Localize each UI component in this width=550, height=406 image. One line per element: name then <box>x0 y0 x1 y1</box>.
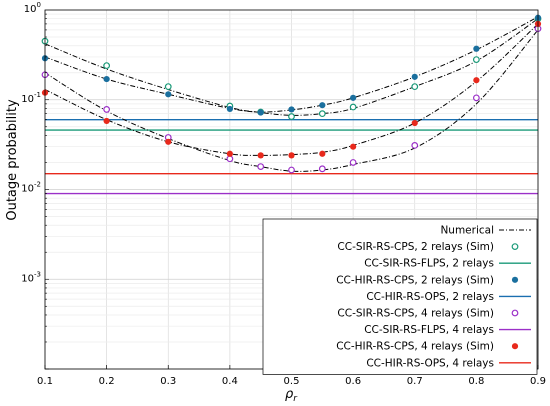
data-point <box>288 166 295 174</box>
legend-label: CC-HIR-RS-OPS, 2 relays <box>366 291 494 303</box>
legend-entry: CC-SIR-RS-CPS, 4 relays (Sim) <box>337 308 519 320</box>
y-tick-exponent: -2 <box>34 181 41 189</box>
y-tick-base: 10 <box>24 4 37 15</box>
data-point <box>349 103 357 111</box>
data-point <box>257 163 265 170</box>
data-point <box>411 119 418 127</box>
legend-label: Numerical <box>440 225 494 237</box>
data-point <box>226 105 233 113</box>
legend-entry: CC-HIR-RS-CPS, 2 relays (Sim) <box>336 274 519 286</box>
data-point <box>473 45 480 52</box>
legend-entry: CC-HIR-RS-OPS, 2 relays <box>366 291 531 303</box>
x-tick-label: 0.1 <box>37 376 53 387</box>
x-tick-label: 0.5 <box>284 376 300 387</box>
x-tick-label: 0.2 <box>99 376 115 387</box>
data-point <box>350 143 357 150</box>
y-tick-base: 10 <box>21 184 34 195</box>
numerical-curve-3 <box>44 23 539 156</box>
x-tick-label: 0.3 <box>160 376 176 387</box>
y-tick-label: 10-2 <box>21 181 41 195</box>
legend-label: CC-SIR-RS-FLPS, 2 relays <box>364 258 494 270</box>
x-tick-label: 0.4 <box>222 376 238 387</box>
data-point <box>288 152 295 159</box>
legend-label: CC-HIR-RS-OPS, 4 relays <box>366 357 494 369</box>
legend-entry: CC-HIR-RS-OPS, 4 relays <box>366 357 531 369</box>
legend-swatch-marker <box>511 343 519 350</box>
data-point <box>318 165 326 173</box>
data-point <box>319 102 326 109</box>
legend-swatch-marker <box>511 309 519 317</box>
data-point <box>165 91 172 98</box>
data-point <box>165 138 172 145</box>
legend-swatch-marker <box>511 243 519 251</box>
legend: Numerical CC-SIR-RS-CPS, 2 relays (Sim) CC… <box>262 218 538 375</box>
data-point <box>103 117 110 125</box>
markers-cc-hir-rs-cps-4-relays-sim- <box>41 20 542 159</box>
legend-box <box>262 218 538 375</box>
data-point <box>318 110 326 118</box>
data-point <box>411 73 418 80</box>
x-tick-label: 0.7 <box>407 376 423 387</box>
y-tick-exponent: 0 <box>37 1 41 9</box>
y-axis-label: Outage probability <box>5 99 20 221</box>
legend-entry: CC-SIR-RS-CPS, 2 relays (Sim) <box>337 241 519 253</box>
data-point <box>288 113 295 120</box>
data-point <box>103 106 111 113</box>
legend-label: CC-SIR-RS-CPS, 4 relays (Sim) <box>337 308 494 320</box>
plot-area <box>41 14 542 195</box>
data-point <box>472 94 480 102</box>
data-point <box>257 109 264 116</box>
legend-swatch-marker <box>511 276 519 283</box>
data-point <box>103 75 110 83</box>
x-axis-label: ρr <box>285 387 298 404</box>
data-point <box>226 150 233 157</box>
y-tick-exponent: -1 <box>34 91 41 99</box>
data-point <box>472 56 480 64</box>
numerical-curve-4 <box>44 29 539 172</box>
data-point <box>164 83 172 91</box>
data-point <box>350 94 357 101</box>
y-tick-base: 10 <box>21 94 34 105</box>
data-point <box>349 159 357 166</box>
legend-entry: Numerical <box>440 225 531 237</box>
x-tick-label: 0.8 <box>468 376 484 387</box>
data-point <box>473 77 480 84</box>
y-tick-label: 10-1 <box>21 91 41 105</box>
legend-label: CC-SIR-RS-FLPS, 4 relays <box>364 324 494 336</box>
legend-entry: CC-SIR-RS-FLPS, 4 relays <box>364 324 531 336</box>
y-tick-exponent: -3 <box>34 270 41 278</box>
legend-entry: CC-HIR-RS-CPS, 4 relays (Sim) <box>336 341 519 353</box>
axes: 0.1 0.2 0.3 0.4 0.5 0.6 0.7 0.8 0.910010-110-210… <box>21 1 546 387</box>
y-tick-label: 10-3 <box>21 270 41 284</box>
legend-label: CC-SIR-RS-CPS, 2 relays (Sim) <box>337 241 494 253</box>
y-tick-base: 10 <box>21 273 34 284</box>
x-axis-label-subscript: r <box>293 394 298 404</box>
x-tick-label: 0.6 <box>345 376 361 387</box>
legend-entry: CC-SIR-RS-FLPS, 2 relays <box>364 258 531 270</box>
legend-label: CC-HIR-RS-CPS, 2 relays (Sim) <box>336 274 494 286</box>
data-point <box>103 62 111 70</box>
y-tick-label: 100 <box>24 1 41 15</box>
legend-label: CC-HIR-RS-CPS, 4 relays (Sim) <box>336 341 494 353</box>
x-tick-label: 0.9 <box>530 376 546 387</box>
data-point <box>288 106 295 113</box>
data-point <box>257 152 264 159</box>
data-point <box>411 83 419 91</box>
data-point <box>411 142 419 149</box>
data-point <box>319 150 326 157</box>
x-axis-label-symbol: ρ <box>285 387 294 402</box>
